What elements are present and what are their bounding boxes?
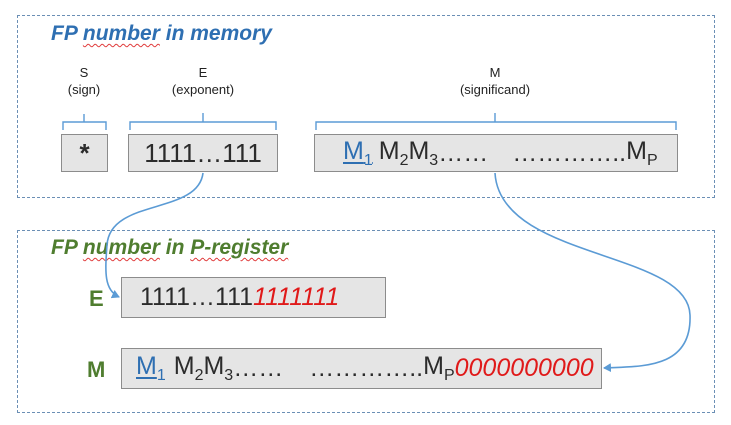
register-m2: M2 <box>174 352 204 385</box>
register-m-pad: 0000000000 <box>454 354 594 382</box>
register-e-label: E <box>89 286 104 311</box>
significand-m1: M1 <box>343 137 373 170</box>
exponent-value: 1111…111 <box>144 137 262 168</box>
exponent-field-label: E (exponent) <box>153 64 253 98</box>
memory-panel-title: FP number in memory <box>51 22 272 46</box>
m1-base: M <box>343 136 364 165</box>
m3-sub: 3 <box>429 151 439 169</box>
memory-title-suffix: in memory <box>159 22 272 45</box>
sign-field-name: S <box>79 65 89 80</box>
sign-value: * <box>79 137 90 168</box>
sign-field-label: S (sign) <box>58 64 110 98</box>
significand-mid-dots: …… <box>438 138 489 167</box>
exponent-field-desc: (exponent) <box>171 82 235 97</box>
significand-field-desc: (significand) <box>459 82 531 97</box>
register-title-mid: in <box>159 236 191 259</box>
register-e-box: 1111…111 1111111 <box>121 277 386 318</box>
register-mid-dots: …… <box>233 354 284 382</box>
register-m-box: M1 M2 M3…… ………….. MP 0000000000 <box>121 348 602 389</box>
register-title-word: number <box>82 236 160 259</box>
sign-box: * <box>61 134 108 172</box>
significand-field-name: M <box>489 65 501 80</box>
reg-mp-base: M <box>423 352 444 380</box>
significand-field-label: M (significand) <box>440 64 550 98</box>
reg-m1-base: M <box>136 352 157 380</box>
register-m-label: M <box>87 357 106 382</box>
sign-brace <box>62 114 107 130</box>
m2-sub: 2 <box>399 151 409 169</box>
reg-m3-base: M <box>203 352 225 380</box>
m3-base: M <box>408 136 430 165</box>
sign-field-desc: (sign) <box>67 82 101 97</box>
significand-mp: MP <box>626 137 658 170</box>
exponent-arrow <box>105 172 204 299</box>
significand-brace <box>315 113 677 130</box>
memory-title-prefix: FP <box>51 22 83 45</box>
mp-sub: P <box>646 151 658 169</box>
register-mp: MP <box>423 352 455 385</box>
m1-sub: 1 <box>363 151 373 169</box>
memory-panel <box>17 15 715 198</box>
significand-arrow <box>494 172 691 373</box>
register-e-pad: 1111111 <box>253 283 340 311</box>
reg-m2-base: M <box>173 352 195 380</box>
significand-box: M1 M2 M3…… ………….. MP <box>314 134 678 172</box>
register-dots: ………….. <box>309 354 424 382</box>
reg-mp-sub: P <box>443 367 455 384</box>
reg-m3-sub: 3 <box>224 367 234 384</box>
register-e-value: 1111…111 <box>140 283 254 311</box>
exponent-brace <box>129 113 277 130</box>
significand-m3: M3 <box>408 137 438 170</box>
register-m3: M3 <box>203 352 233 385</box>
mp-base: M <box>626 136 647 165</box>
reg-m1-sub: 1 <box>156 367 166 384</box>
exponent-field-name: E <box>198 65 208 80</box>
register-panel <box>17 230 715 413</box>
m2-base: M <box>378 136 400 165</box>
register-panel-title: FP number in P-register <box>51 236 288 260</box>
register-title-word2: P-register <box>190 236 289 259</box>
memory-title-word: number <box>82 22 160 45</box>
significand-m2: M2 <box>379 137 409 170</box>
exponent-box: 1111…111 <box>128 134 278 172</box>
significand-dots: ………….. <box>512 138 627 167</box>
register-m1: M1 <box>136 352 166 385</box>
reg-m2-sub: 2 <box>194 367 204 384</box>
register-title-prefix: FP <box>51 236 83 259</box>
